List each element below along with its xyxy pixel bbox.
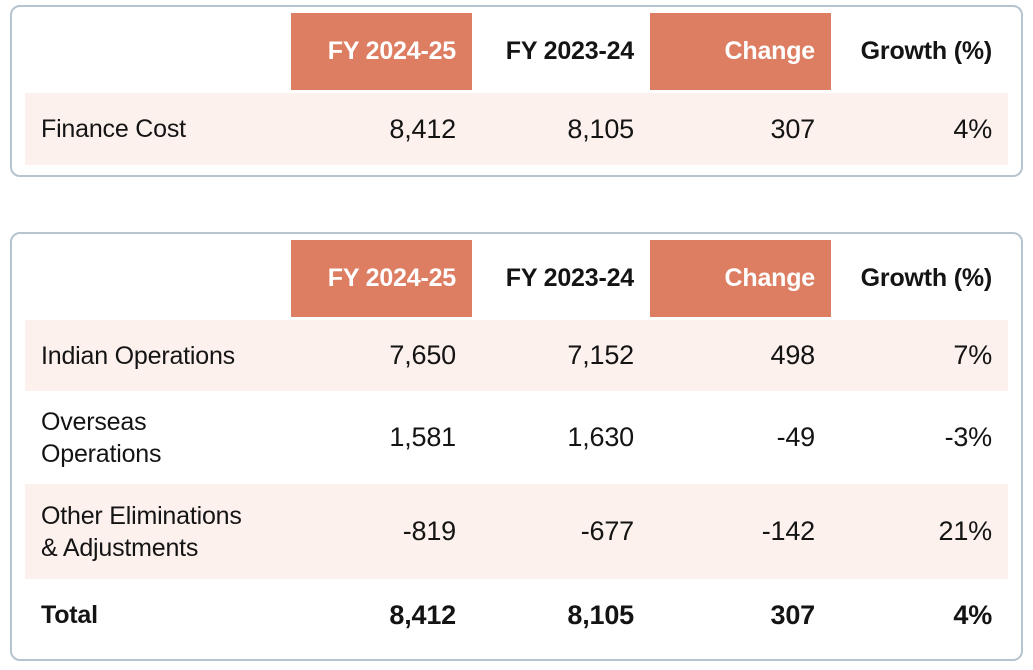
cell-fy-2023-24: 8,105 — [567, 599, 634, 630]
table-row-overseas-operations: Overseas Operations 1,581 1,630 -49 -3% — [25, 391, 1008, 484]
header-fy-2023-24: FY 2023-24 — [472, 240, 650, 320]
cell-fy-2023-24: -677 — [472, 484, 650, 579]
row-label: Other Eliminations & Adjustments — [25, 484, 291, 579]
header-change: Change — [650, 240, 831, 320]
segment-header-row: FY 2024-25 FY 2023-24 Change Growth (%) — [25, 240, 1008, 320]
cell-growth-pct: 21% — [831, 484, 1008, 579]
segment-breakdown-table: FY 2024-25 FY 2023-24 Change Growth (%) … — [25, 240, 1008, 651]
header-spacer — [25, 13, 291, 93]
row-label: Indian Operations — [25, 320, 291, 391]
header-fy-2023-24: FY 2023-24 — [472, 13, 650, 93]
table-row-finance-cost: Finance Cost 8,412 8,105 307 4% — [25, 93, 1008, 165]
table-row-indian-operations: Indian Operations 7,650 7,152 498 7% — [25, 320, 1008, 391]
finance-header-row: FY 2024-25 FY 2023-24 Change Growth (%) — [25, 13, 1008, 93]
header-fy-2024-25: FY 2024-25 — [291, 240, 472, 320]
cell-fy-2024-25: 8,412 — [389, 599, 456, 630]
cell-growth-pct: 4% — [831, 93, 1008, 165]
cell-change: -142 — [650, 484, 831, 579]
cell-growth-pct: 4% — [953, 599, 992, 630]
cell-fy-2024-25: 7,650 — [291, 320, 472, 391]
table-row-other-eliminations: Other Eliminations & Adjustments -819 -6… — [25, 484, 1008, 579]
cell-change: 498 — [650, 320, 831, 391]
header-spacer — [25, 240, 291, 320]
segment-breakdown-card: FY 2024-25 FY 2023-24 Change Growth (%) … — [10, 232, 1023, 661]
header-growth-pct: Growth (%) — [831, 13, 1008, 93]
cell-change: 307 — [770, 599, 816, 630]
row-label: Total — [41, 601, 98, 629]
cell-fy-2023-24: 7,152 — [472, 320, 650, 391]
finance-cost-card: FY 2024-25 FY 2023-24 Change Growth (%) … — [10, 5, 1023, 177]
header-change: Change — [650, 13, 831, 93]
header-growth-pct: Growth (%) — [831, 240, 1008, 320]
cell-change: -49 — [776, 422, 816, 452]
cell-fy-2023-24: 8,105 — [472, 93, 650, 165]
cell-fy-2023-24: 1,630 — [567, 422, 634, 452]
table-row-total: Total 8,412 8,105 307 4% — [25, 579, 1008, 651]
cell-growth-pct: -3% — [944, 422, 993, 452]
row-label: Overseas Operations — [41, 407, 162, 468]
cell-growth-pct: 7% — [831, 320, 1008, 391]
cell-fy-2024-25: 8,412 — [291, 93, 472, 165]
cell-fy-2024-25: -819 — [291, 484, 472, 579]
finance-cost-table: FY 2024-25 FY 2023-24 Change Growth (%) … — [25, 13, 1008, 165]
header-fy-2024-25: FY 2024-25 — [291, 13, 472, 93]
row-label: Finance Cost — [25, 93, 291, 165]
cell-fy-2024-25: 1,581 — [389, 422, 456, 452]
cell-change: 307 — [650, 93, 831, 165]
